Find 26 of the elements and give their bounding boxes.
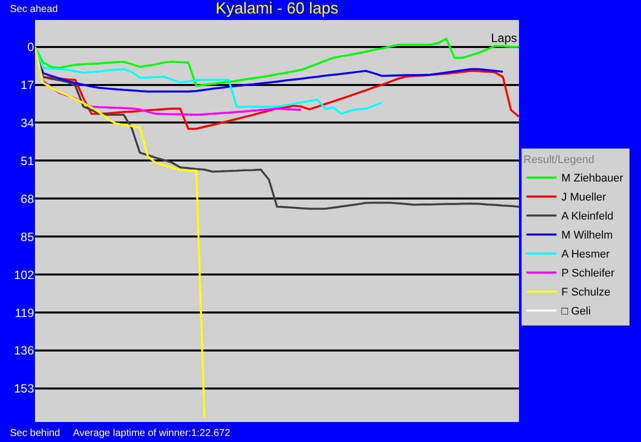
legend-label: A Kleinfeld <box>561 210 614 223</box>
y-tick-label: 153 <box>14 382 34 396</box>
legend-title: Result/Legend <box>523 154 594 166</box>
line-series <box>35 46 206 419</box>
legend-label: P Schleifer <box>561 268 615 280</box>
text: Average laptime of winner:1:22.672 <box>73 428 231 439</box>
y-tick-label: 0 <box>27 40 34 54</box>
text: Sec behind <box>10 428 60 439</box>
legend-label: M Wilhelm <box>561 230 613 242</box>
line-series <box>35 46 383 115</box>
y-tick-label: 136 <box>14 344 34 358</box>
legend-label: M Ziehbauer <box>561 172 624 185</box>
y-axis-title: Sec ahead <box>10 4 58 15</box>
y-tick-label: 102 <box>14 268 34 282</box>
y-tick-label: 34 <box>20 116 34 130</box>
legend-label: F Schulze <box>561 286 610 299</box>
y-tick-label: 85 <box>20 230 34 244</box>
y-tick-label: 119 <box>14 306 34 320</box>
x-axis-title: Laps <box>491 31 518 45</box>
legend-label: □ Geli <box>561 306 591 318</box>
legend-label: J Mueller <box>561 192 606 204</box>
y-tick-label: 17 <box>20 78 34 92</box>
y-tick-label: 51 <box>20 154 34 168</box>
y-tick-label: 68 <box>20 192 34 206</box>
chart-title: Kyalami - 60 laps <box>216 0 338 18</box>
legend-label: A Hesmer <box>561 248 610 261</box>
